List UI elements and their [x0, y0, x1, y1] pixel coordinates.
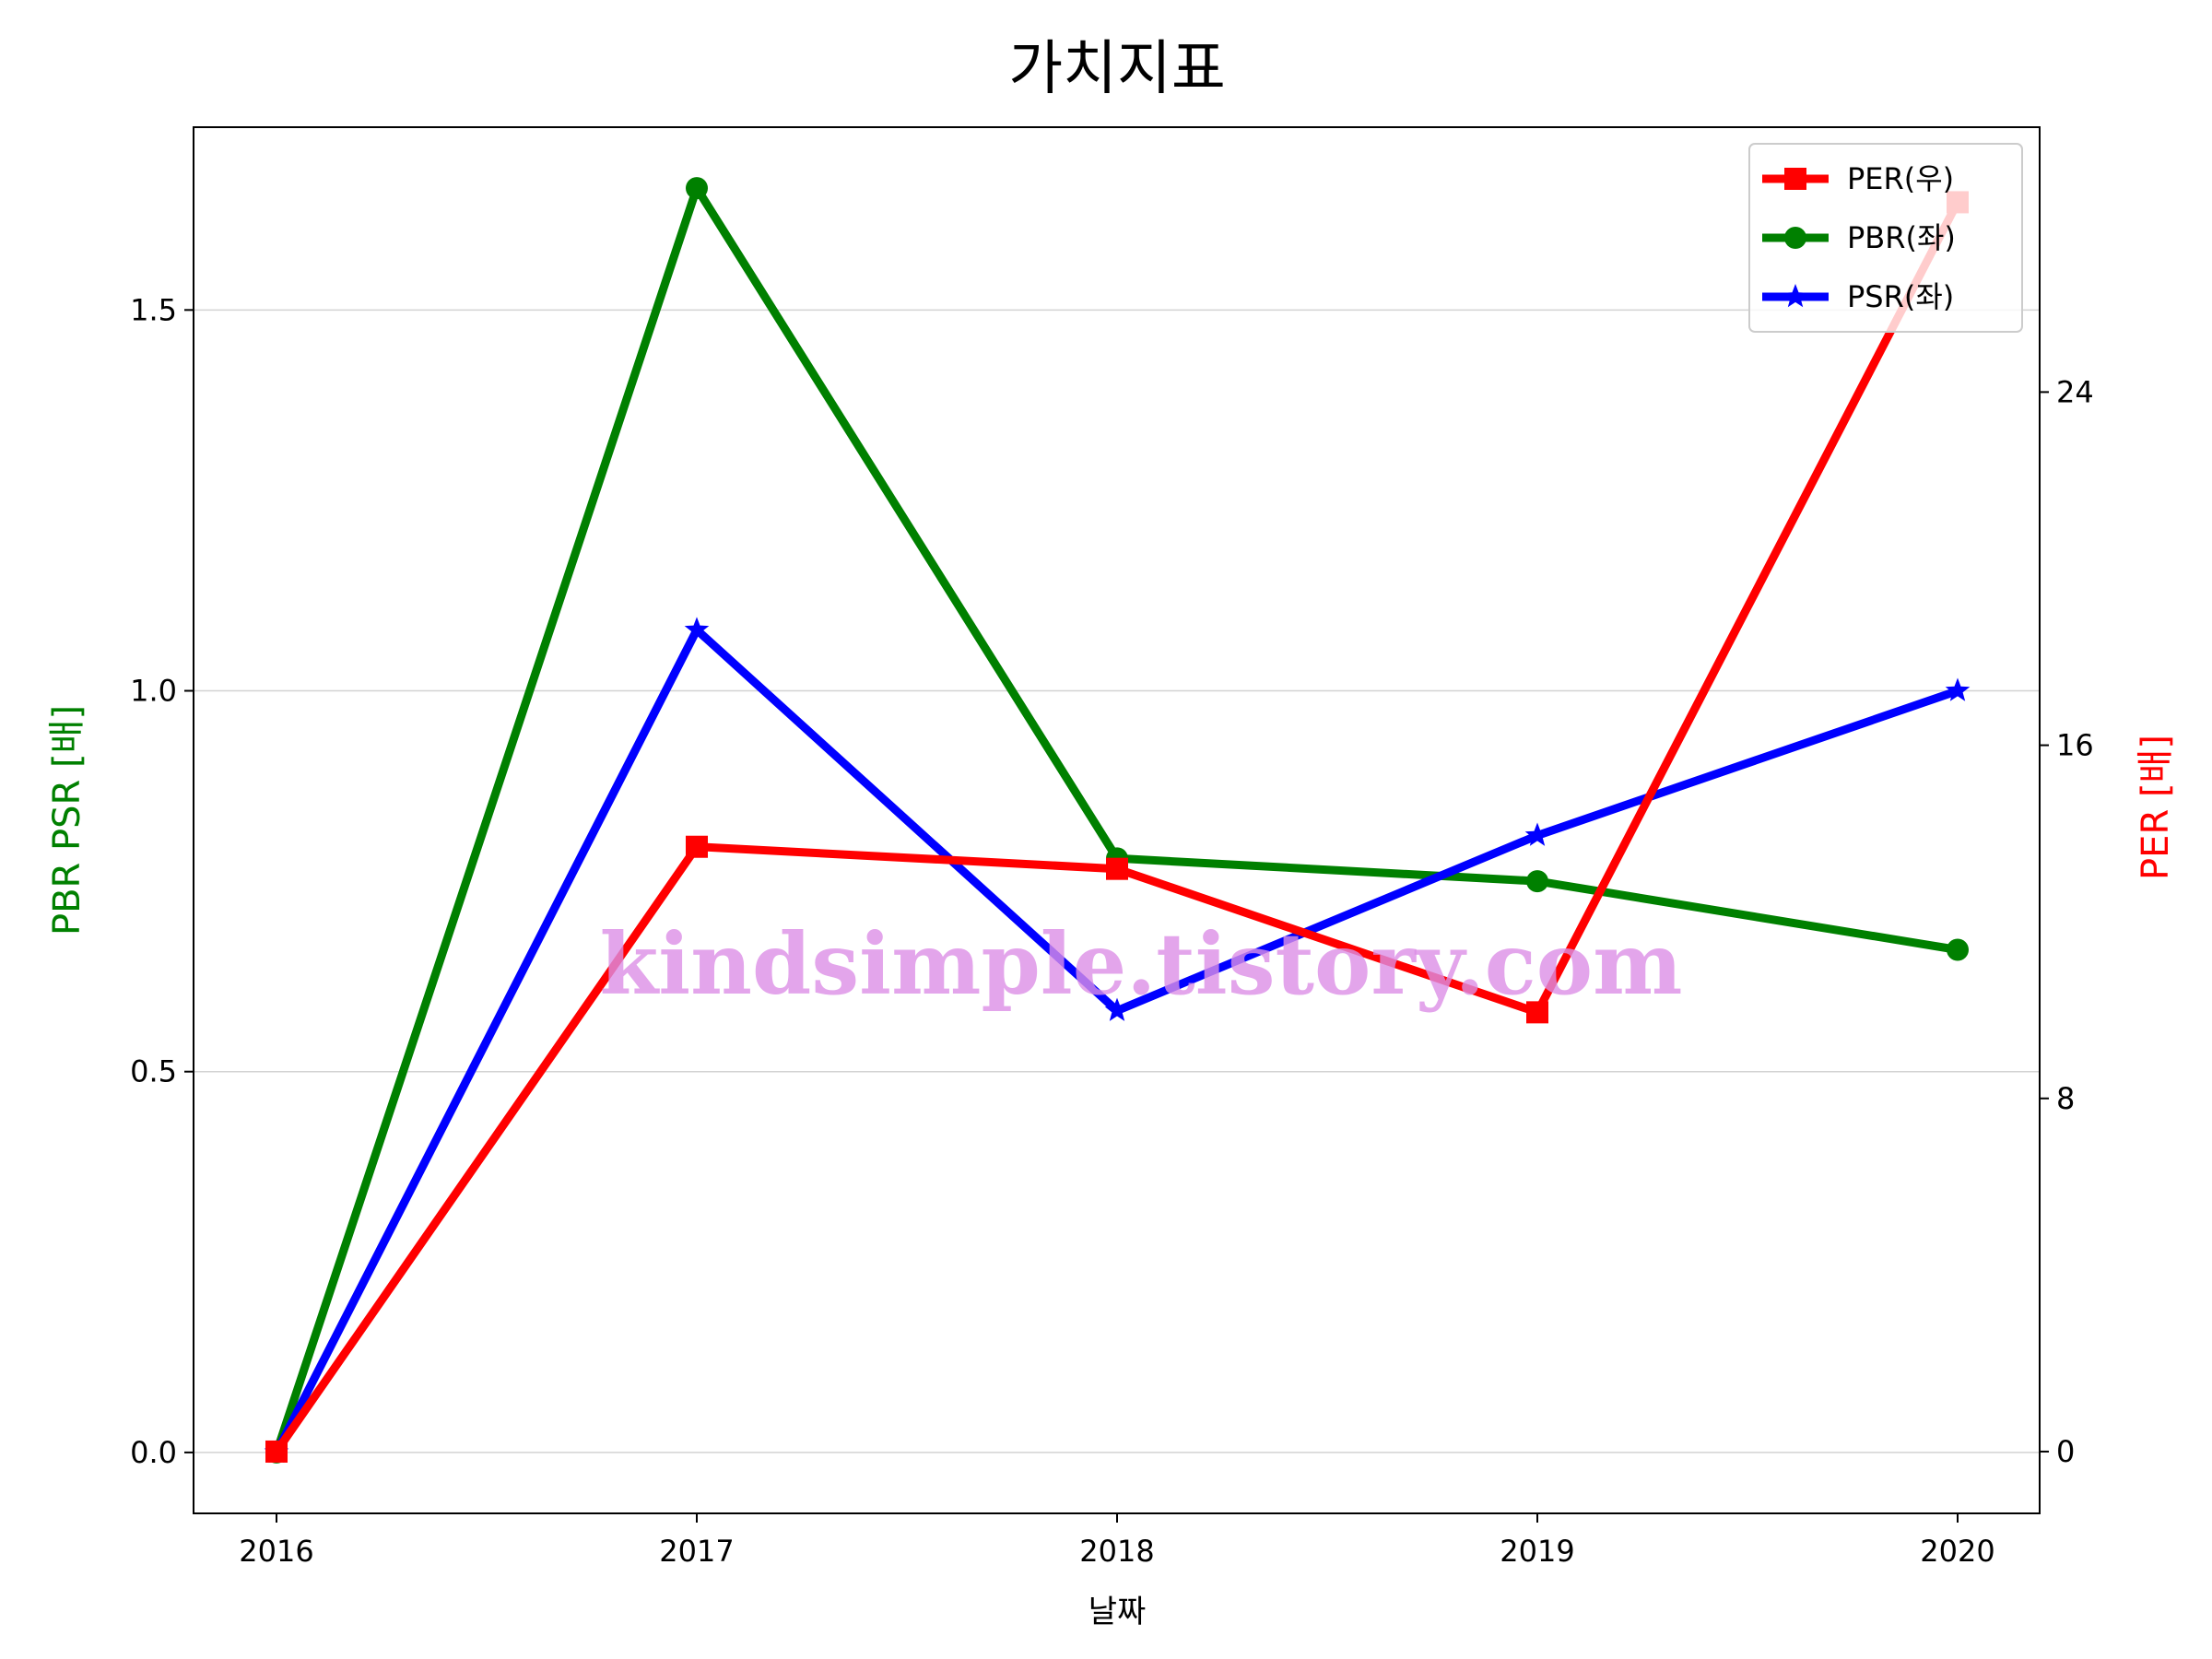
legend-swatch-marker	[1784, 168, 1806, 190]
x-tick-label: 2017	[659, 1534, 734, 1569]
x-tick-label: 2016	[239, 1534, 313, 1569]
legend: PER(우) PBR(좌) PSR(좌)	[1748, 143, 2023, 333]
data-point	[1104, 997, 1130, 1021]
legend-label: PBR(좌)	[1847, 220, 1956, 255]
series-layer	[264, 177, 1971, 1464]
left-tick-label: 0.5	[130, 1054, 177, 1089]
legend-box	[1748, 143, 2023, 333]
right-tick-label: 8	[2056, 1081, 2075, 1116]
chart-title: 가치지표	[1008, 35, 1226, 103]
data-point	[1526, 1001, 1548, 1024]
left-tick-label: 1.5	[130, 292, 177, 327]
x-tick-label: 2020	[1920, 1534, 1994, 1569]
data-point	[686, 835, 708, 858]
x-tick-label: 2019	[1500, 1534, 1574, 1569]
data-point	[1526, 870, 1548, 893]
grid	[194, 309, 2040, 1453]
legend-label: PER(우)	[1847, 161, 1954, 196]
left-tick-label: 1.0	[130, 674, 177, 709]
data-point	[686, 177, 708, 200]
axes: 0.0 0.5 1.0 1.5 0 8 16 24 2016 2017 2018 2019 2020	[130, 292, 2094, 1569]
legend-item: PER(우)	[1762, 161, 1954, 196]
data-point	[684, 617, 710, 641]
legend-label: PSR(좌)	[1847, 279, 1954, 314]
left-axis-title: PBR PSR [배]	[46, 705, 88, 935]
x-axis-title: 날짜	[1088, 1594, 1147, 1630]
data-point	[1106, 857, 1128, 880]
right-tick-label: 24	[2056, 374, 2094, 409]
data-point	[1524, 822, 1550, 846]
right-axis-title: PER [배]	[2135, 735, 2177, 880]
x-tick-label: 2018	[1079, 1534, 1154, 1569]
legend-swatch-marker	[1783, 284, 1808, 308]
data-point	[265, 1440, 288, 1463]
left-tick-label: 0.0	[130, 1435, 177, 1470]
series-square	[265, 191, 1969, 1463]
legend-swatch-marker	[1784, 227, 1806, 249]
right-tick-label: 0	[2056, 1434, 2075, 1469]
watermark: kindsimple.tistory.com	[599, 914, 1682, 1014]
plot-area	[194, 127, 2040, 1513]
data-point	[1945, 677, 1971, 701]
data-point	[1947, 938, 1969, 961]
legend-item: PBR(좌)	[1762, 220, 1956, 255]
right-tick-label: 16	[2056, 728, 2094, 763]
legend-item: PSR(좌)	[1762, 279, 1954, 314]
